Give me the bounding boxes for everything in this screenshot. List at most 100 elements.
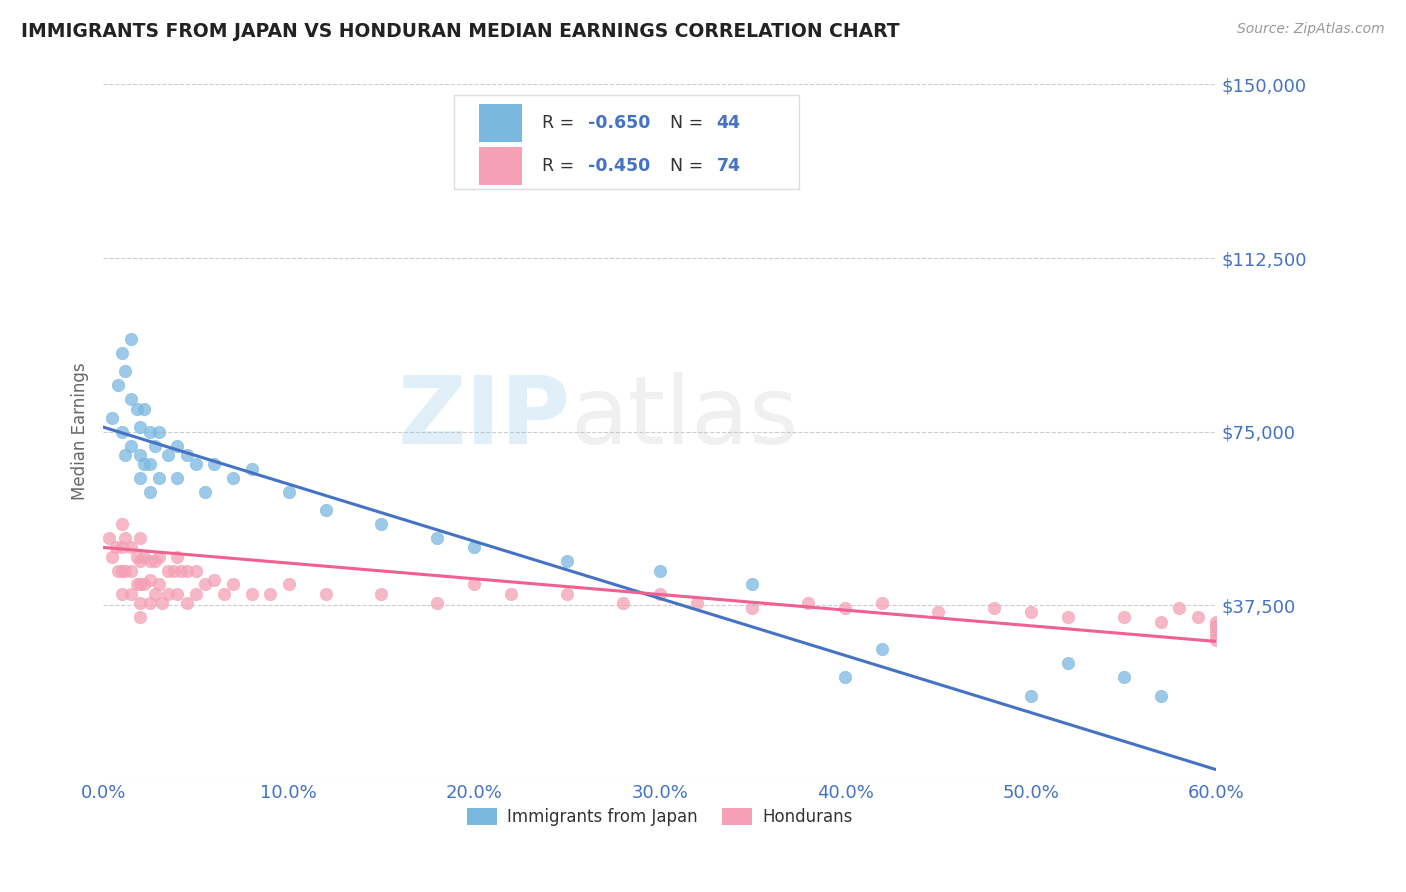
Point <box>741 577 763 591</box>
Point <box>125 549 148 564</box>
Point <box>834 600 856 615</box>
Point <box>105 541 128 555</box>
Point <box>166 587 188 601</box>
Text: -0.650: -0.650 <box>589 113 651 132</box>
Point <box>114 364 136 378</box>
Text: N =: N = <box>669 157 709 175</box>
Text: N =: N = <box>669 113 709 132</box>
Y-axis label: Median Earnings: Median Earnings <box>72 363 89 500</box>
Point <box>129 531 152 545</box>
Point <box>132 577 155 591</box>
Point <box>111 541 134 555</box>
Point <box>1187 610 1209 624</box>
Text: 44: 44 <box>717 113 741 132</box>
Point <box>132 457 155 471</box>
Point <box>648 564 671 578</box>
Point <box>834 670 856 684</box>
Point <box>129 448 152 462</box>
Point <box>277 484 299 499</box>
Point <box>176 596 198 610</box>
Point <box>129 610 152 624</box>
Point <box>315 503 337 517</box>
Point <box>240 587 263 601</box>
Point <box>111 517 134 532</box>
Point <box>143 554 166 568</box>
Point <box>1168 600 1191 615</box>
Point <box>501 587 523 601</box>
Point <box>240 461 263 475</box>
Point <box>129 596 152 610</box>
Point <box>152 596 174 610</box>
Point <box>143 439 166 453</box>
FancyBboxPatch shape <box>479 103 522 142</box>
Point <box>277 577 299 591</box>
Point <box>111 346 134 360</box>
Point <box>111 425 134 439</box>
Point <box>114 564 136 578</box>
Text: Source: ZipAtlas.com: Source: ZipAtlas.com <box>1237 22 1385 37</box>
Point <box>129 577 152 591</box>
Point <box>797 596 820 610</box>
Point <box>426 531 449 545</box>
Text: -0.450: -0.450 <box>589 157 651 175</box>
Point <box>204 573 226 587</box>
Point <box>315 587 337 601</box>
Point <box>166 439 188 453</box>
Point <box>148 549 170 564</box>
Point <box>176 448 198 462</box>
Point <box>97 531 120 545</box>
Point <box>148 471 170 485</box>
Point <box>184 587 207 601</box>
Point <box>1205 628 1227 642</box>
Point <box>138 596 160 610</box>
Point <box>194 577 217 591</box>
Point <box>157 587 180 601</box>
Point <box>114 531 136 545</box>
Point <box>194 484 217 499</box>
Point <box>222 471 245 485</box>
Point <box>138 573 160 587</box>
Point <box>111 564 134 578</box>
Point <box>686 596 709 610</box>
Point <box>120 332 142 346</box>
Point <box>1112 610 1135 624</box>
Point <box>1205 615 1227 629</box>
Point <box>1149 615 1171 629</box>
Point <box>1205 619 1227 633</box>
Point <box>872 642 894 657</box>
Text: IMMIGRANTS FROM JAPAN VS HONDURAN MEDIAN EARNINGS CORRELATION CHART: IMMIGRANTS FROM JAPAN VS HONDURAN MEDIAN… <box>21 22 900 41</box>
Point <box>107 378 129 392</box>
Point <box>463 577 485 591</box>
Point <box>426 596 449 610</box>
Point <box>184 564 207 578</box>
Point <box>101 410 124 425</box>
Point <box>983 600 1005 615</box>
Point <box>555 554 578 568</box>
Text: R =: R = <box>541 113 579 132</box>
Point <box>101 549 124 564</box>
Point <box>125 401 148 416</box>
Point <box>120 564 142 578</box>
Point <box>157 448 180 462</box>
Point <box>148 425 170 439</box>
Point <box>143 587 166 601</box>
Point <box>132 549 155 564</box>
Point <box>138 554 160 568</box>
Point <box>107 564 129 578</box>
Point <box>129 420 152 434</box>
Point <box>170 564 193 578</box>
Point <box>1019 605 1042 619</box>
Point <box>612 596 634 610</box>
Point <box>166 549 188 564</box>
FancyBboxPatch shape <box>479 147 522 186</box>
Point <box>120 392 142 407</box>
Point <box>120 541 142 555</box>
Text: ZIP: ZIP <box>398 372 571 464</box>
Point <box>157 564 180 578</box>
Text: atlas: atlas <box>571 372 799 464</box>
Point <box>463 541 485 555</box>
Point <box>162 564 184 578</box>
Point <box>555 587 578 601</box>
Point <box>1057 656 1080 670</box>
Point <box>138 457 160 471</box>
